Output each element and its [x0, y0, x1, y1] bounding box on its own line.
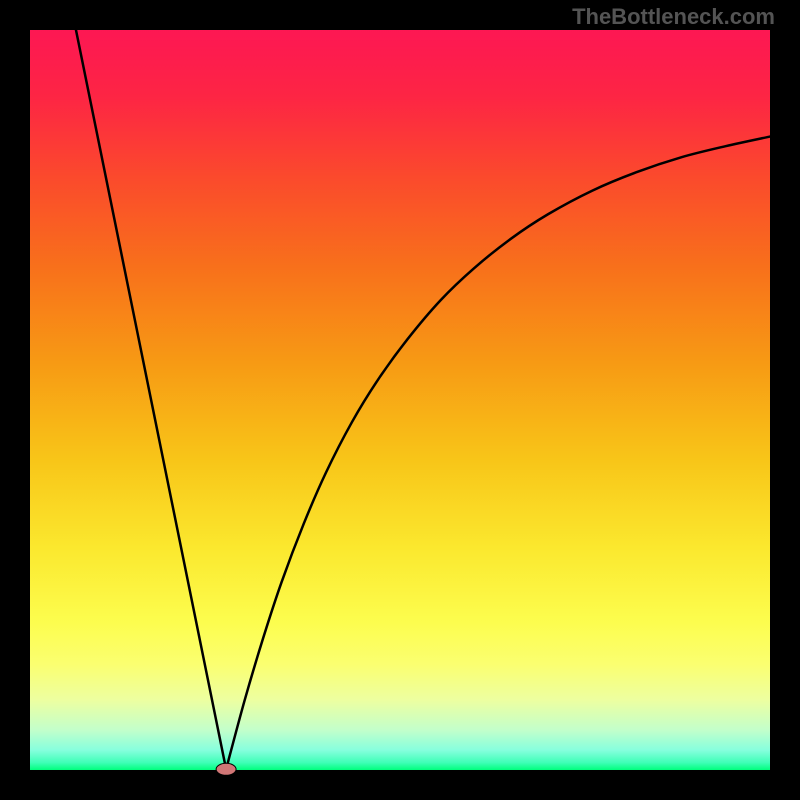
bottleneck-curve: [70, 0, 770, 769]
watermark-label: TheBottleneck.com: [572, 4, 775, 30]
bottleneck-marker: [216, 763, 236, 775]
chart-svg-layer: [0, 0, 800, 800]
chart-root: TheBottleneck.com: [0, 0, 800, 800]
